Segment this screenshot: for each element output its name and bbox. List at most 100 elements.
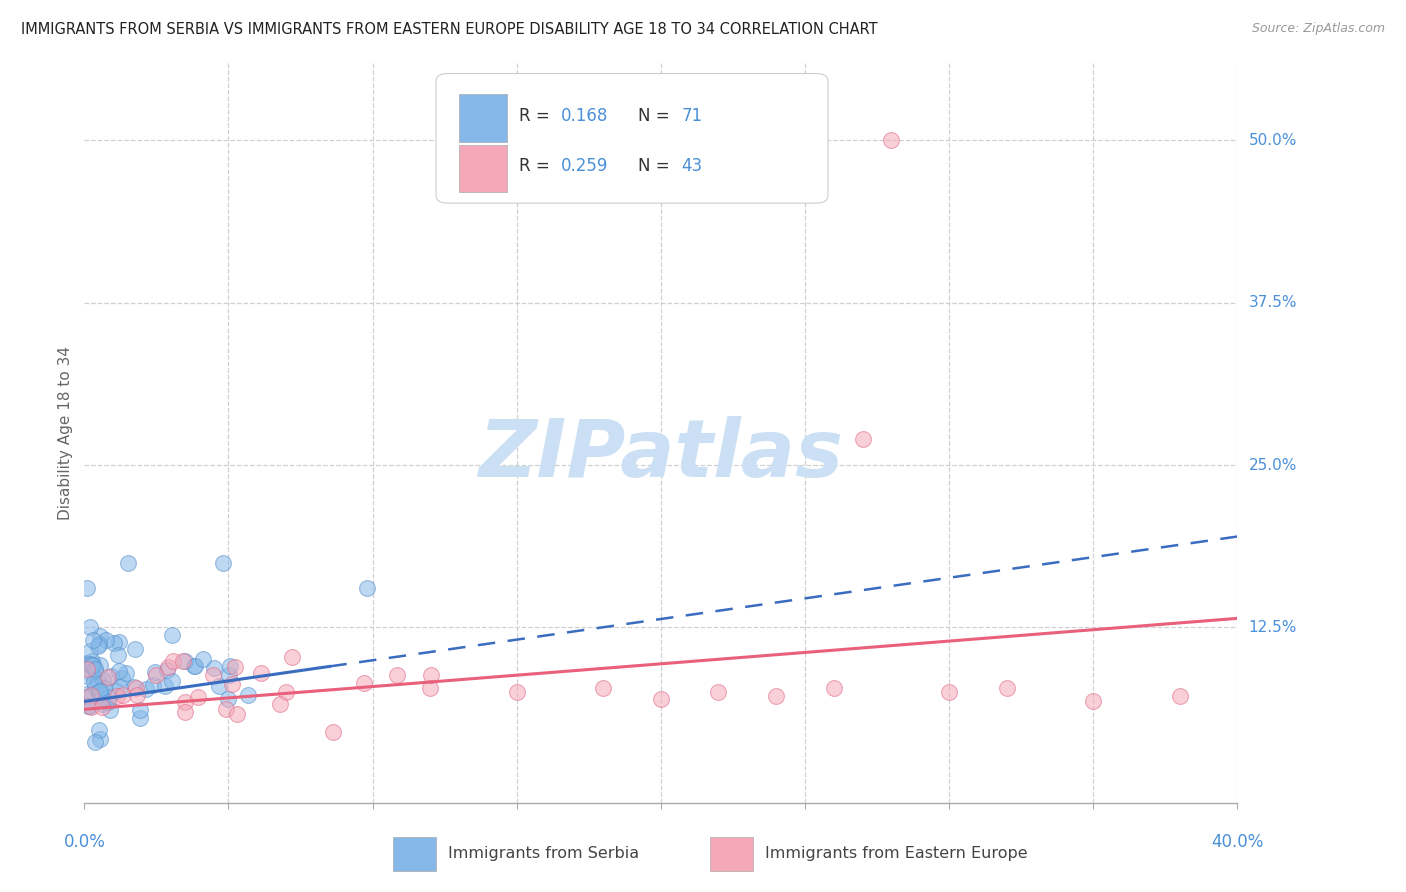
Point [79, 620, 101, 634]
Point [93, 681, 115, 695]
Point [98, 703, 121, 717]
Point [155, 679, 177, 693]
Point [89, 629, 111, 643]
Y-axis label: Disability Age 18 to 34: Disability Age 18 to 34 [58, 345, 73, 520]
Point [187, 690, 209, 705]
Point [823, 681, 845, 696]
Point [938, 685, 960, 699]
Point [356, 582, 378, 596]
Point [111, 689, 134, 703]
Point [100, 668, 122, 682]
Point [84, 735, 107, 749]
Point [250, 665, 273, 680]
Point [80, 657, 103, 672]
Point [707, 685, 730, 699]
Point [124, 680, 146, 694]
Point [111, 671, 134, 685]
Point [76, 690, 98, 705]
Point [79, 698, 101, 713]
Point [852, 432, 875, 446]
Text: 0.0%: 0.0% [63, 833, 105, 851]
Text: Immigrants from Eastern Europe: Immigrants from Eastern Europe [765, 847, 1028, 862]
Point [79, 644, 101, 658]
Point [87, 685, 110, 699]
Point [128, 711, 150, 725]
Point [103, 636, 125, 650]
Point [183, 659, 205, 673]
Point [80, 688, 103, 702]
Point [174, 705, 197, 719]
Point [135, 681, 157, 696]
Point [225, 707, 247, 722]
Point [82, 633, 104, 648]
Point [125, 681, 148, 695]
Text: N =: N = [638, 108, 675, 126]
Point [142, 678, 165, 692]
Point [86, 684, 108, 698]
Point [83, 664, 105, 678]
Point [202, 661, 225, 675]
Point [219, 659, 242, 673]
Point [91, 673, 114, 688]
Text: 71: 71 [682, 108, 703, 126]
Point [94, 633, 117, 648]
Point [995, 681, 1018, 696]
Point [105, 689, 128, 703]
Point [76, 699, 98, 714]
Point [79, 700, 101, 714]
Point [162, 628, 184, 642]
Point [89, 637, 111, 651]
Point [650, 692, 672, 706]
Point [280, 650, 302, 665]
Point [201, 668, 224, 682]
Point [145, 667, 167, 681]
Point [419, 681, 441, 695]
Point [115, 666, 138, 681]
Text: 43: 43 [682, 157, 703, 175]
Text: 0.259: 0.259 [561, 157, 607, 175]
Point [107, 648, 129, 662]
Point [76, 669, 98, 683]
Point [184, 659, 207, 673]
Point [193, 651, 215, 665]
FancyBboxPatch shape [460, 145, 508, 192]
Point [174, 695, 197, 709]
Text: 40.0%: 40.0% [1211, 833, 1264, 851]
Point [385, 668, 408, 682]
Point [218, 668, 240, 682]
Point [155, 663, 177, 677]
Point [105, 684, 128, 698]
Point [82, 654, 104, 668]
Point [108, 634, 131, 648]
Point [98, 690, 121, 704]
Point [84, 681, 107, 695]
Point [173, 654, 195, 668]
Point [76, 582, 98, 596]
FancyBboxPatch shape [710, 837, 754, 871]
FancyBboxPatch shape [436, 73, 828, 203]
FancyBboxPatch shape [460, 95, 508, 142]
Point [87, 674, 110, 689]
Point [87, 723, 110, 738]
Text: 50.0%: 50.0% [1249, 133, 1296, 148]
Point [221, 677, 243, 691]
Point [1168, 690, 1191, 704]
Point [236, 688, 259, 702]
Point [506, 685, 529, 699]
Point [76, 657, 98, 671]
Text: 25.0%: 25.0% [1249, 458, 1296, 473]
Text: ZIPatlas: ZIPatlas [478, 416, 844, 494]
Point [80, 667, 103, 681]
Point [90, 692, 112, 706]
Point [128, 703, 150, 717]
Text: 12.5%: 12.5% [1249, 620, 1296, 635]
Point [217, 692, 239, 706]
Point [89, 731, 111, 746]
Text: Source: ZipAtlas.com: Source: ZipAtlas.com [1251, 22, 1385, 36]
Point [208, 679, 231, 693]
Point [211, 556, 233, 570]
Text: IMMIGRANTS FROM SERBIA VS IMMIGRANTS FROM EASTERN EUROPE DISABILITY AGE 18 TO 34: IMMIGRANTS FROM SERBIA VS IMMIGRANTS FRO… [21, 22, 877, 37]
Text: R =: R = [519, 157, 555, 175]
Point [97, 695, 120, 709]
Text: N =: N = [638, 157, 675, 175]
